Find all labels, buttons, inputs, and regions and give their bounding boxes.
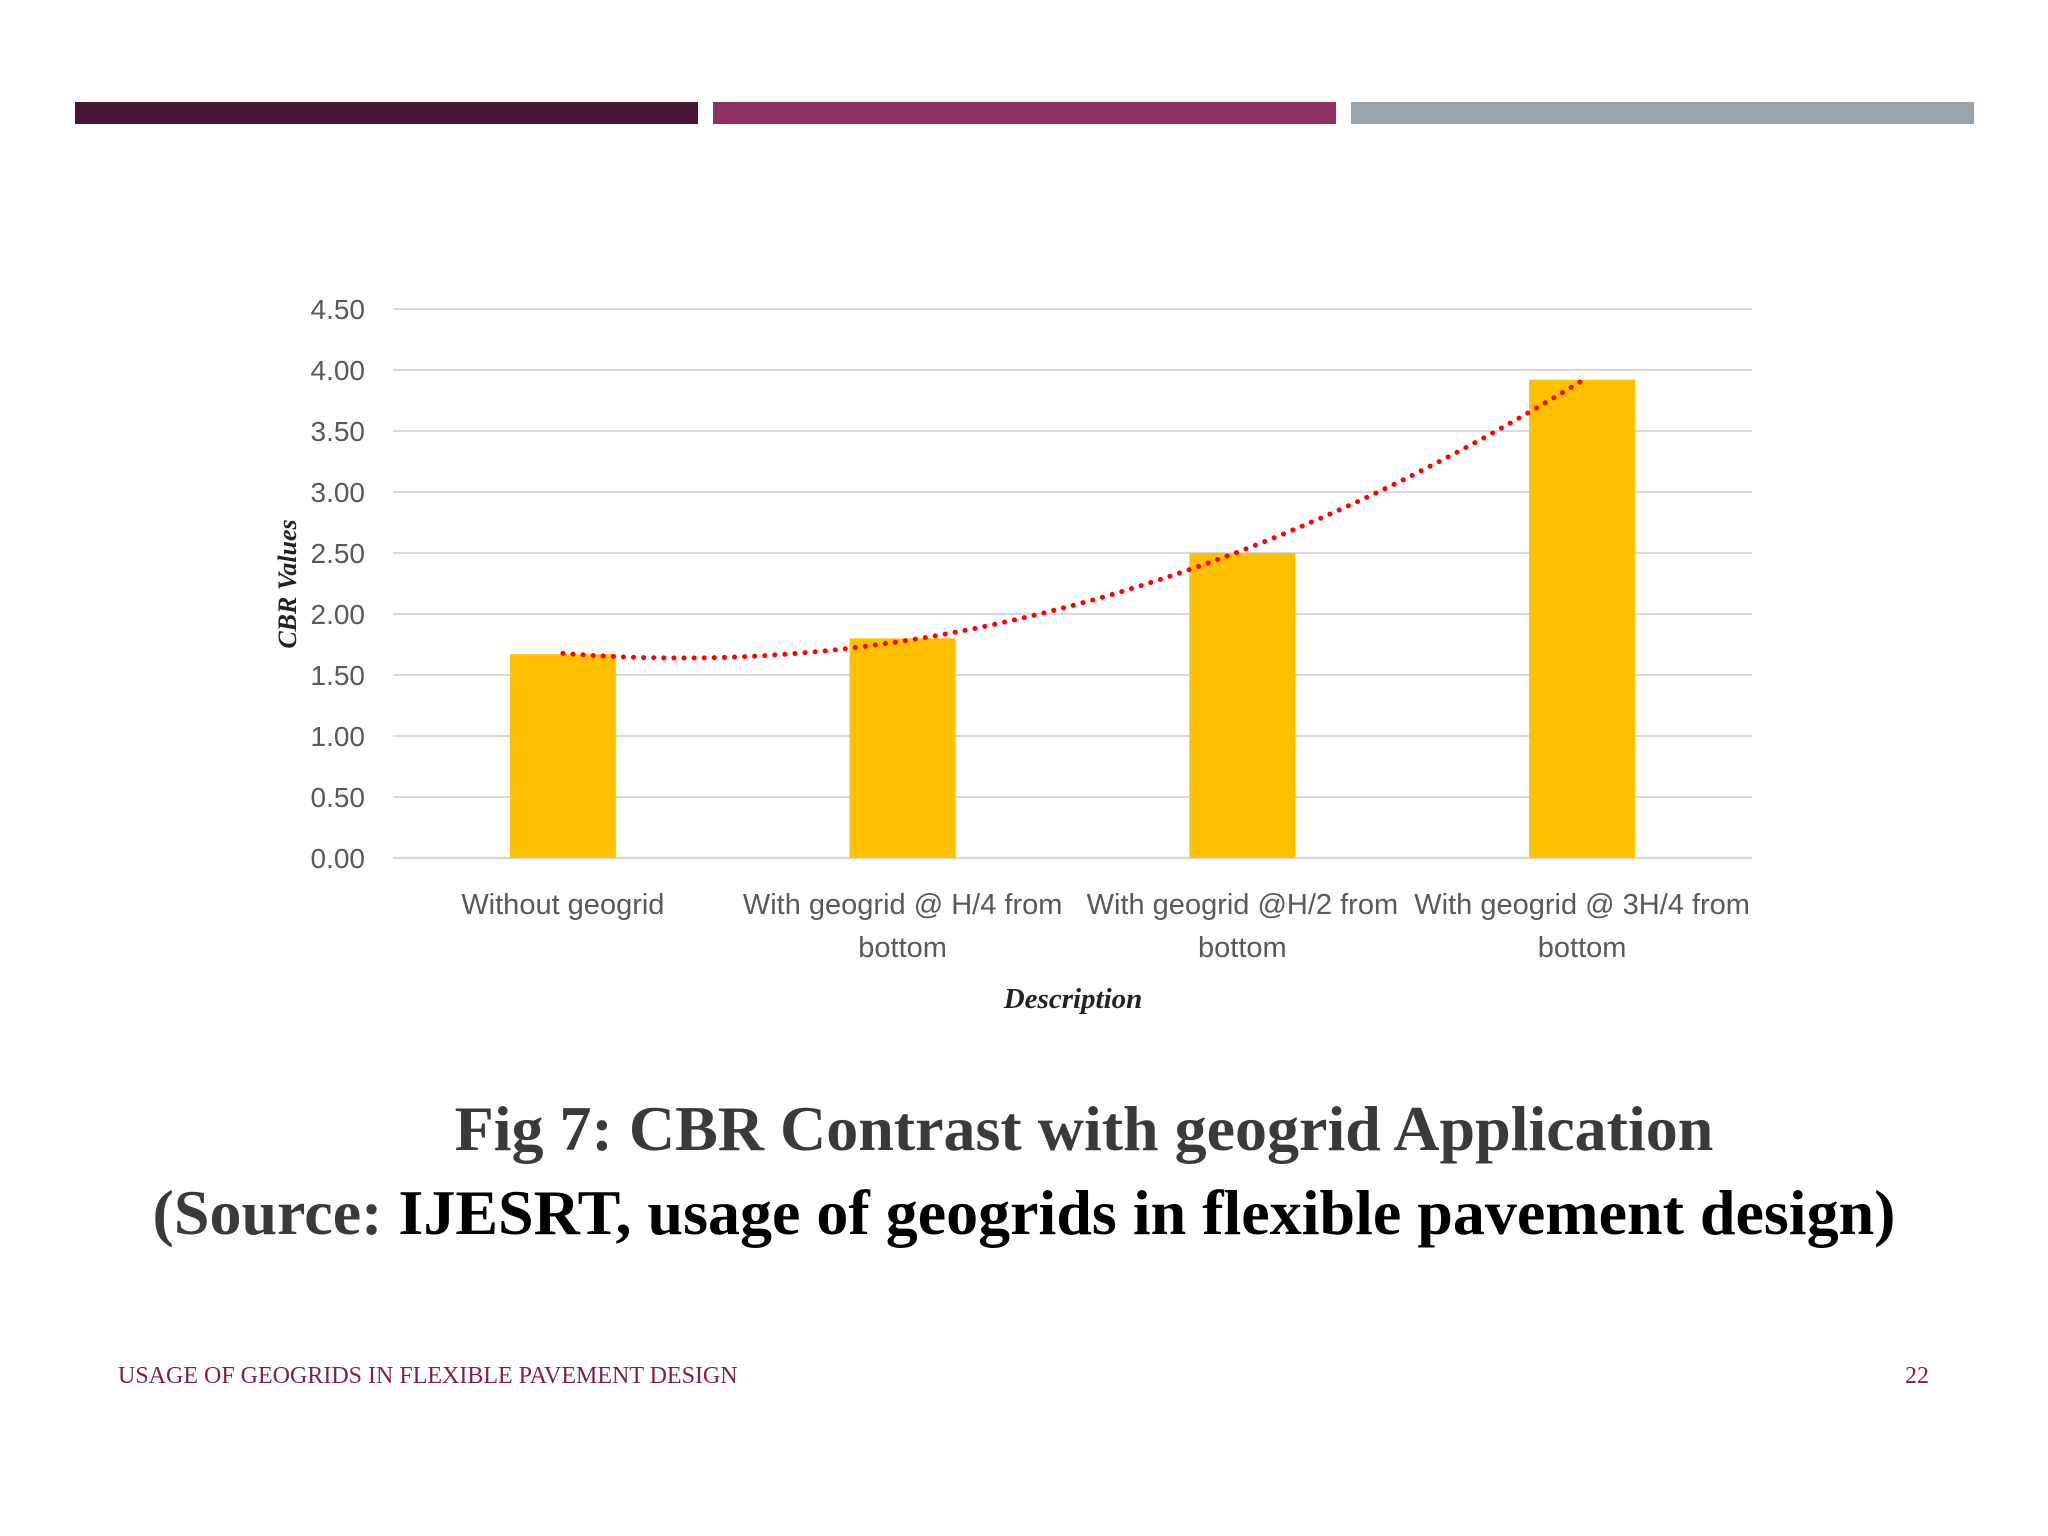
- footer-title: USAGE OF GEOGRIDS IN FLEXIBLE PAVEMENT D…: [118, 1363, 738, 1389]
- y-tick-label: 2.00: [311, 599, 366, 630]
- source-prefix: (Source:: [152, 1177, 399, 1248]
- header-strip-gray: [1351, 102, 1974, 124]
- y-tick-label: 1.00: [311, 721, 366, 752]
- category-label: With geogrid @ 3H/4 from bottom: [1414, 889, 1750, 964]
- y-tick-label: 3.50: [311, 416, 366, 447]
- header-strip-dark: [75, 102, 698, 124]
- bars: [509, 379, 1636, 858]
- y-tick-label: 4.00: [311, 355, 366, 386]
- category-label: With geogrid @ H/4 from bottom: [743, 889, 1063, 964]
- category-label: With geogrid @H/2 from bottom: [1087, 889, 1398, 964]
- y-axis-label: CBR Values: [273, 519, 302, 648]
- x-axis-label: Description: [1003, 983, 1143, 1015]
- y-tick-label: 0.00: [311, 843, 366, 874]
- figure-caption: Fig 7: CBR Contrast with geogrid Applica…: [454, 1093, 1714, 1164]
- category-label: Without geogrid: [461, 889, 664, 921]
- y-tick-label: 4.50: [311, 294, 366, 325]
- trendline: [560, 378, 1585, 661]
- category-labels: Without geogrid With geogrid @ H/4 from bo…: [461, 889, 1750, 964]
- page-number: 22: [1905, 1363, 1929, 1389]
- gridlines: [393, 308, 1752, 860]
- bar: [849, 638, 956, 858]
- y-tick-label: 1.50: [311, 660, 366, 691]
- polynomial-trendline: [560, 378, 1585, 661]
- figure-source: (Source: IJESRT, usage of geogrids in fl…: [0, 1176, 2048, 1250]
- bar: [1529, 379, 1636, 858]
- bar: [509, 654, 616, 858]
- y-tick-labels: 0.00 0.50 1.00 1.50 2.00 2.50 3.00 3.50 4.00 4.50: [311, 294, 366, 874]
- source-text: IJESRT, usage of geogrids in flexible pa…: [398, 1177, 1896, 1248]
- y-tick-label: 0.50: [311, 782, 366, 813]
- y-tick-label: 2.50: [311, 538, 366, 569]
- y-tick-label: 3.00: [311, 477, 366, 508]
- header-strip-magenta: [713, 102, 1336, 124]
- bar: [1189, 553, 1296, 858]
